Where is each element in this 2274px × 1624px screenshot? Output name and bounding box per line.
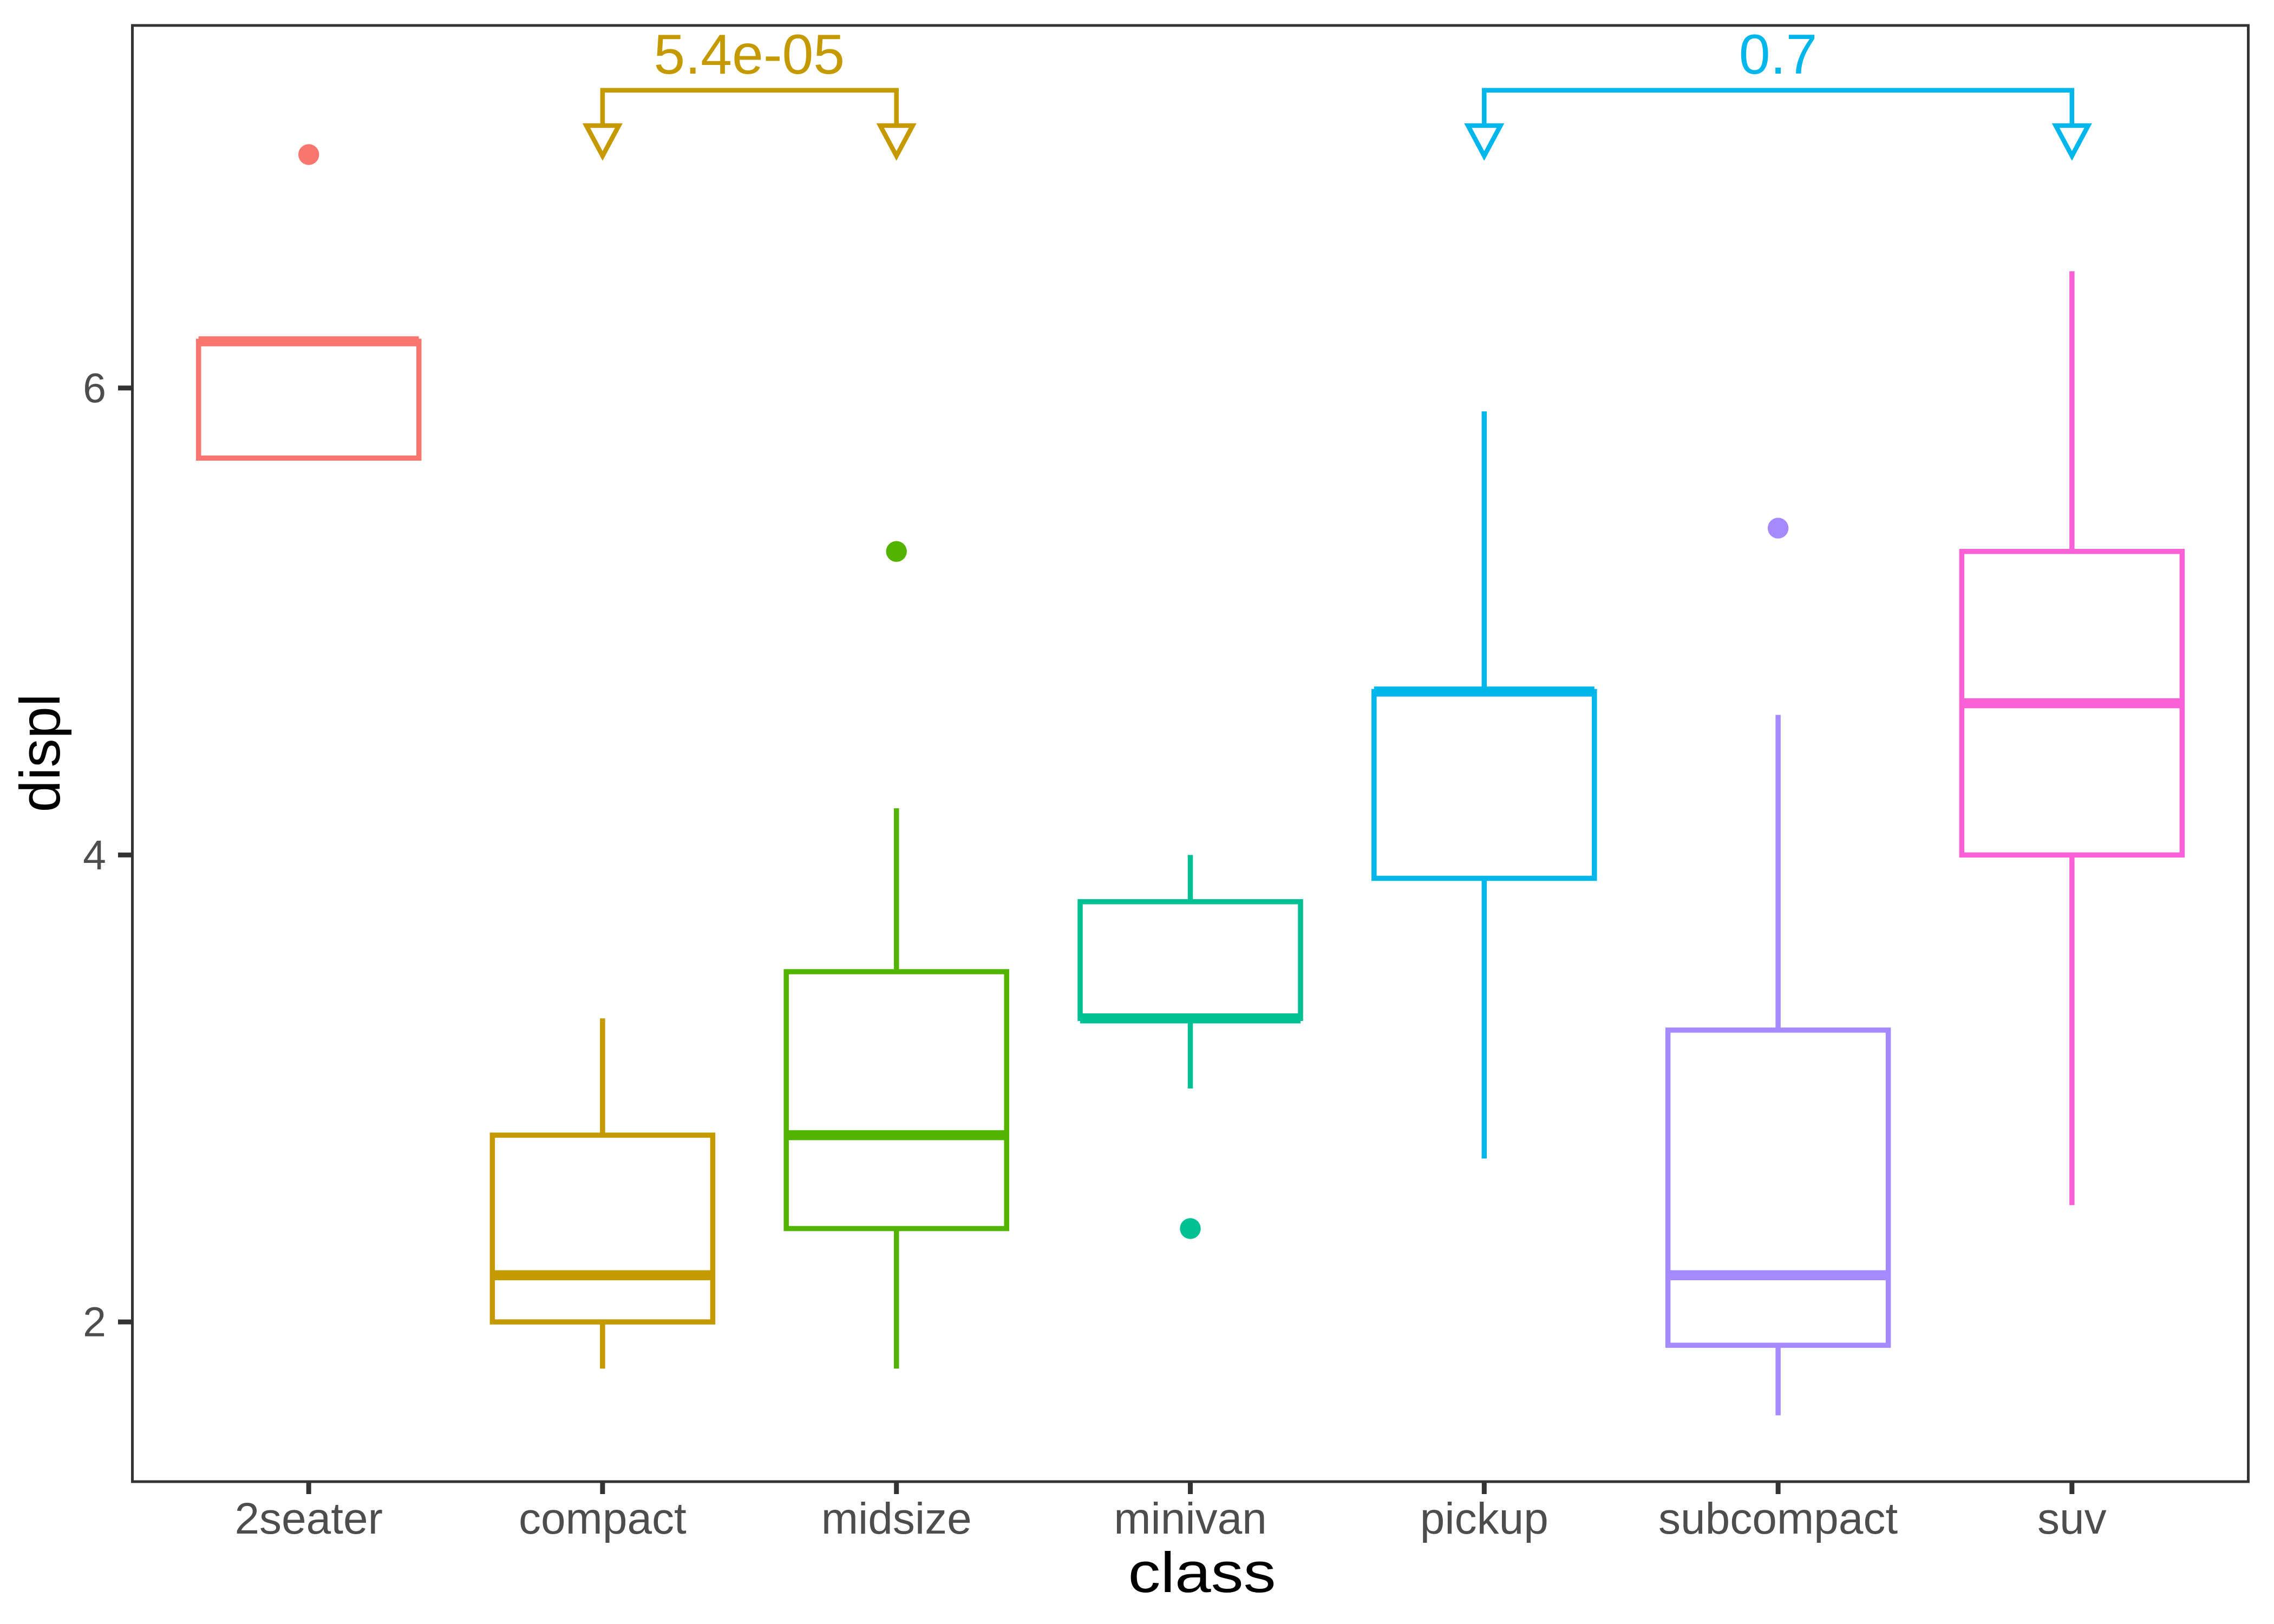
svg-text:compact: compact: [519, 1494, 687, 1543]
svg-text:class: class: [1128, 1541, 1276, 1605]
svg-text:displ: displ: [9, 694, 72, 813]
svg-text:minivan: minivan: [1114, 1494, 1267, 1543]
svg-text:suv: suv: [2037, 1494, 2107, 1543]
svg-text:subcompact: subcompact: [1658, 1494, 1898, 1543]
svg-text:pickup: pickup: [1420, 1494, 1548, 1543]
svg-text:0.7: 0.7: [1739, 23, 1818, 86]
svg-text:5.4e-05: 5.4e-05: [654, 23, 845, 86]
svg-text:4: 4: [83, 832, 106, 879]
svg-text:2seater: 2seater: [234, 1494, 383, 1543]
svg-text:2: 2: [83, 1299, 106, 1346]
svg-text:6: 6: [83, 365, 106, 411]
svg-text:midsize: midsize: [821, 1494, 972, 1543]
